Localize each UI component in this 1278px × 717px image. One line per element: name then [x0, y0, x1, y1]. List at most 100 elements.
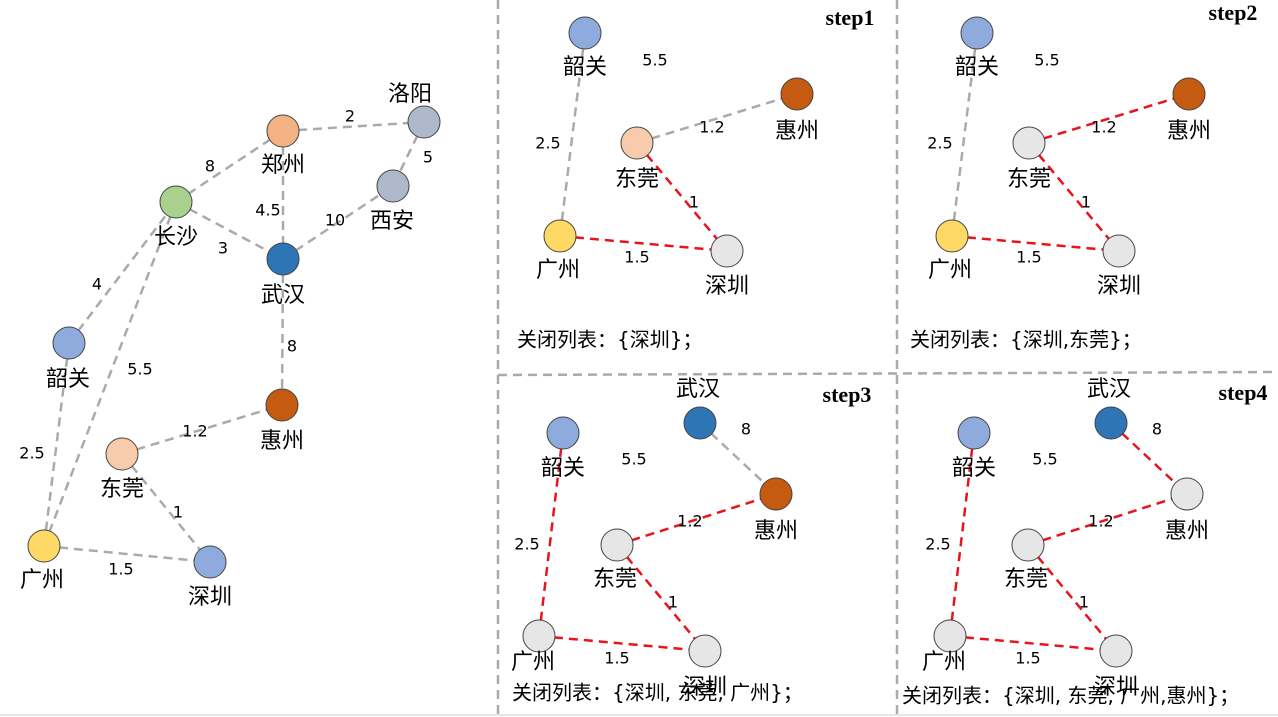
edge-weight: 2.5 — [514, 535, 539, 554]
node — [265, 388, 299, 422]
node — [957, 416, 991, 450]
edge-weight: 4.5 — [255, 201, 280, 220]
node — [266, 114, 300, 148]
edge-weight: 8 — [1152, 420, 1162, 439]
node-label: 西安 — [370, 209, 414, 234]
step-title: step1 — [826, 5, 875, 30]
edge — [559, 234, 728, 253]
step-title: step4 — [1219, 380, 1268, 405]
edge — [1028, 142, 1120, 252]
node-label: 武汉 — [1087, 377, 1131, 402]
node-label: 惠州 — [1167, 119, 1211, 144]
closed-list: 关闭列表：{深圳}； — [517, 328, 702, 352]
node — [620, 126, 654, 160]
node — [688, 634, 722, 668]
edge-weight: 2.5 — [19, 444, 44, 463]
edge-weight: 2 — [345, 107, 355, 126]
node-label: 东莞 — [100, 477, 144, 502]
node — [543, 219, 577, 253]
node-label: 东莞 — [1004, 567, 1048, 592]
node — [52, 326, 86, 360]
edge — [43, 544, 211, 564]
node — [27, 529, 61, 563]
edge — [68, 201, 177, 344]
node-label: 韶关 — [46, 367, 90, 392]
node — [933, 619, 967, 653]
edge — [699, 422, 777, 495]
node-label: 惠州 — [775, 119, 819, 144]
node-label: 东莞 — [1007, 167, 1051, 192]
edge-weight: 5.5 — [1032, 450, 1057, 469]
node — [960, 16, 994, 50]
edge — [950, 32, 979, 237]
node-label: 深圳 — [1094, 675, 1138, 700]
node — [1099, 634, 1133, 668]
edge-weight: 5.5 — [642, 51, 667, 70]
edge — [121, 453, 211, 563]
edge-weight: 1.5 — [624, 248, 649, 267]
edge-weight: 2.5 — [925, 535, 950, 554]
node — [522, 619, 556, 653]
edge — [636, 92, 798, 145]
edge — [949, 634, 1117, 653]
edge — [1027, 544, 1117, 652]
edge-weight: 1.5 — [604, 649, 629, 668]
edge-weight: 1.2 — [1088, 512, 1113, 531]
edge-weight: 1 — [689, 193, 699, 212]
edge — [951, 234, 1120, 253]
node — [159, 185, 193, 219]
node-label: 韶关 — [952, 456, 996, 481]
step-title: step3 — [823, 382, 872, 407]
node — [759, 477, 793, 511]
node — [376, 169, 410, 203]
node — [1011, 528, 1045, 562]
node-label: 惠州 — [260, 429, 304, 454]
node — [710, 234, 744, 268]
node-label: 深圳 — [683, 675, 727, 700]
node-label: 韶关 — [541, 456, 585, 481]
edge — [391, 121, 426, 187]
node-label: 广州 — [511, 650, 555, 675]
edge — [1110, 422, 1188, 495]
edge-weight: 1.5 — [1016, 248, 1041, 267]
node — [683, 406, 717, 440]
edge-weight: 8 — [741, 420, 751, 439]
closed-list: 关闭列表：{深圳,东莞}； — [910, 328, 1142, 352]
edge-weight: 1 — [1079, 593, 1089, 612]
node-label: 洛阳 — [388, 82, 432, 107]
edge — [636, 142, 728, 252]
node-label: 郑州 — [261, 153, 305, 178]
node-label: 惠州 — [1165, 519, 1209, 544]
node-label: 广州 — [922, 650, 966, 675]
edge-weight: 1 — [173, 503, 183, 522]
edge-weight: 1.5 — [108, 560, 133, 579]
node — [1172, 77, 1206, 111]
node — [600, 528, 634, 562]
edge-weight: 4 — [92, 275, 102, 294]
edge — [280, 258, 285, 406]
node-label: 东莞 — [593, 567, 637, 592]
edge-weight: 3 — [218, 239, 228, 258]
node — [105, 437, 139, 471]
edge-weight: 5 — [423, 148, 433, 167]
edge — [558, 32, 587, 237]
edge-weight: 1.2 — [1091, 118, 1116, 137]
node-label: 深圳 — [188, 585, 232, 610]
node — [193, 545, 227, 579]
edge-weight: 1 — [1081, 193, 1091, 212]
edge-weight: 8 — [205, 157, 215, 176]
edge — [948, 432, 976, 637]
edge-weight: 1.2 — [699, 118, 724, 137]
edge — [175, 129, 284, 204]
node-label: 深圳 — [1097, 274, 1141, 299]
edge — [616, 492, 777, 547]
node — [546, 416, 580, 450]
edge-weight: 2.5 — [927, 134, 952, 153]
edge — [1027, 492, 1188, 547]
edge — [538, 634, 706, 653]
edge-weight: 8 — [287, 337, 297, 356]
edge — [42, 342, 71, 547]
node-label: 广州 — [928, 258, 972, 283]
node — [568, 16, 602, 50]
edge-weight: 5.5 — [127, 360, 152, 379]
